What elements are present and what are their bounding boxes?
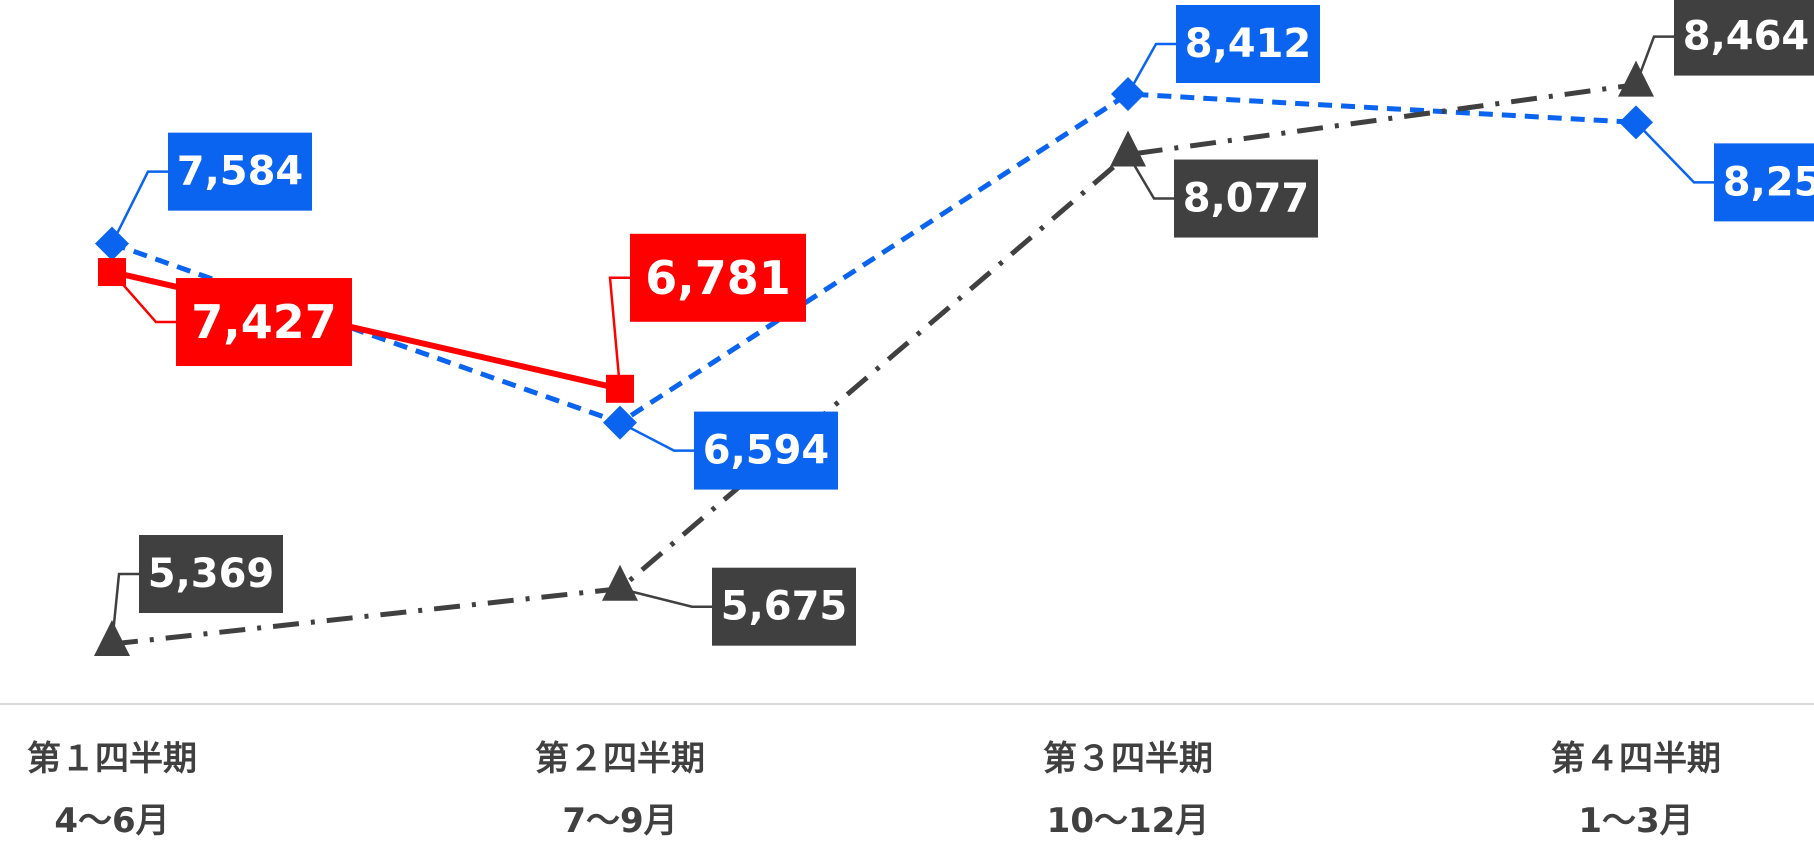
series-0-leader-2 bbox=[1126, 42, 1176, 95]
category-label-0-months: 4～6月 bbox=[54, 801, 169, 841]
category-label-0-quarter: 第１四半期 bbox=[27, 739, 197, 779]
series-2-leader-2 bbox=[1126, 153, 1174, 200]
series-1-label-box-0 bbox=[176, 278, 352, 367]
series-1-label-0: 7,427 bbox=[191, 295, 337, 349]
series-2-marker-3 bbox=[1618, 60, 1654, 97]
series-0-label-1: 6,594 bbox=[703, 428, 830, 474]
category-label-3-months: 1～3月 bbox=[1578, 801, 1693, 841]
series-0-label-3: 8,255 bbox=[1723, 159, 1814, 205]
series-2-label-3: 8,464 bbox=[1683, 14, 1810, 60]
series-2-label-box-1 bbox=[712, 567, 856, 646]
series-0-leader-3 bbox=[1635, 121, 1714, 184]
series-2-label-box-2 bbox=[1174, 159, 1318, 238]
series-2-marker-1 bbox=[602, 564, 638, 601]
series-0-label-box-0 bbox=[168, 132, 312, 211]
category-label-1-quarter: 第２四半期 bbox=[535, 739, 705, 779]
series-2-label-box-0 bbox=[139, 535, 283, 613]
series-0-leader-0 bbox=[110, 170, 168, 245]
series-0-label-0: 7,584 bbox=[177, 149, 304, 195]
series-2-line bbox=[111, 82, 1637, 647]
category-label-3-quarter: 第４四半期 bbox=[1551, 739, 1721, 779]
series-2-label-1: 5,675 bbox=[721, 584, 848, 630]
series-2-label-2: 8,077 bbox=[1183, 176, 1310, 222]
series-0-label-box-2 bbox=[1176, 5, 1320, 83]
series-1-label-box-1 bbox=[630, 233, 806, 322]
category-labels: 第１四半期 4～6月 第２四半期 7～9月 第３四半期 10～12月 第４四半期 1～3月 bbox=[27, 739, 1721, 841]
series-2-leader-0 bbox=[110, 572, 139, 645]
category-label-2-months: 10～12月 bbox=[1047, 801, 1210, 841]
category-label-1-months: 7～9月 bbox=[562, 801, 677, 841]
series-1-leader-1 bbox=[608, 276, 630, 389]
series-2-label-box-3 bbox=[1674, 0, 1814, 76]
series-2-label-0: 5,369 bbox=[148, 551, 275, 597]
series-2-leader-1 bbox=[619, 587, 712, 608]
series-0-label-box-1 bbox=[694, 411, 838, 490]
category-label-2-quarter: 第３四半期 bbox=[1043, 739, 1213, 779]
series-0-label-2: 8,412 bbox=[1185, 21, 1312, 67]
series-0-line bbox=[111, 91, 1637, 426]
series-1-label-1: 6,781 bbox=[645, 251, 791, 305]
data-labels: 7,584 6,594 8,412 8,255 7,427 6,781 5,369 5,675… bbox=[110, 0, 1814, 646]
series-2-marker-2 bbox=[1110, 130, 1146, 167]
series-0-label-box-3 bbox=[1714, 143, 1814, 222]
series-0-leader-1 bbox=[619, 421, 694, 452]
series-1-leader-0 bbox=[111, 271, 176, 324]
series-2-leader-3 bbox=[1634, 35, 1674, 86]
